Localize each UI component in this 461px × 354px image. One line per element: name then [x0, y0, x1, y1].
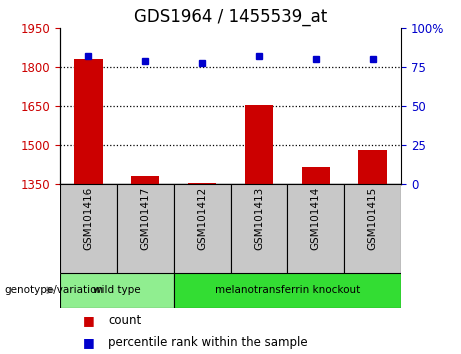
Text: GSM101416: GSM101416: [83, 187, 94, 250]
Text: GSM101413: GSM101413: [254, 187, 264, 250]
Text: ■: ■: [83, 336, 99, 349]
Bar: [344, 184, 401, 273]
Text: count: count: [108, 314, 142, 327]
Text: GSM101414: GSM101414: [311, 187, 321, 250]
Text: GSM101417: GSM101417: [140, 187, 150, 250]
Text: percentile rank within the sample: percentile rank within the sample: [108, 336, 308, 349]
Bar: [131, 176, 160, 184]
Bar: [188, 183, 216, 184]
Bar: [74, 59, 102, 184]
Text: ■: ■: [83, 314, 99, 327]
Bar: [174, 273, 401, 308]
Bar: [174, 184, 230, 273]
Bar: [245, 105, 273, 184]
Text: GSM101415: GSM101415: [367, 187, 378, 250]
Text: genotype/variation: genotype/variation: [5, 285, 104, 295]
Bar: [60, 184, 117, 273]
Bar: [287, 184, 344, 273]
Text: melanotransferrin knockout: melanotransferrin knockout: [215, 285, 360, 295]
Bar: [358, 150, 387, 184]
Title: GDS1964 / 1455539_at: GDS1964 / 1455539_at: [134, 8, 327, 25]
Text: GSM101412: GSM101412: [197, 187, 207, 250]
Bar: [230, 184, 287, 273]
Bar: [117, 184, 174, 273]
Bar: [301, 167, 330, 184]
Bar: [60, 273, 174, 308]
Text: wild type: wild type: [93, 285, 141, 295]
